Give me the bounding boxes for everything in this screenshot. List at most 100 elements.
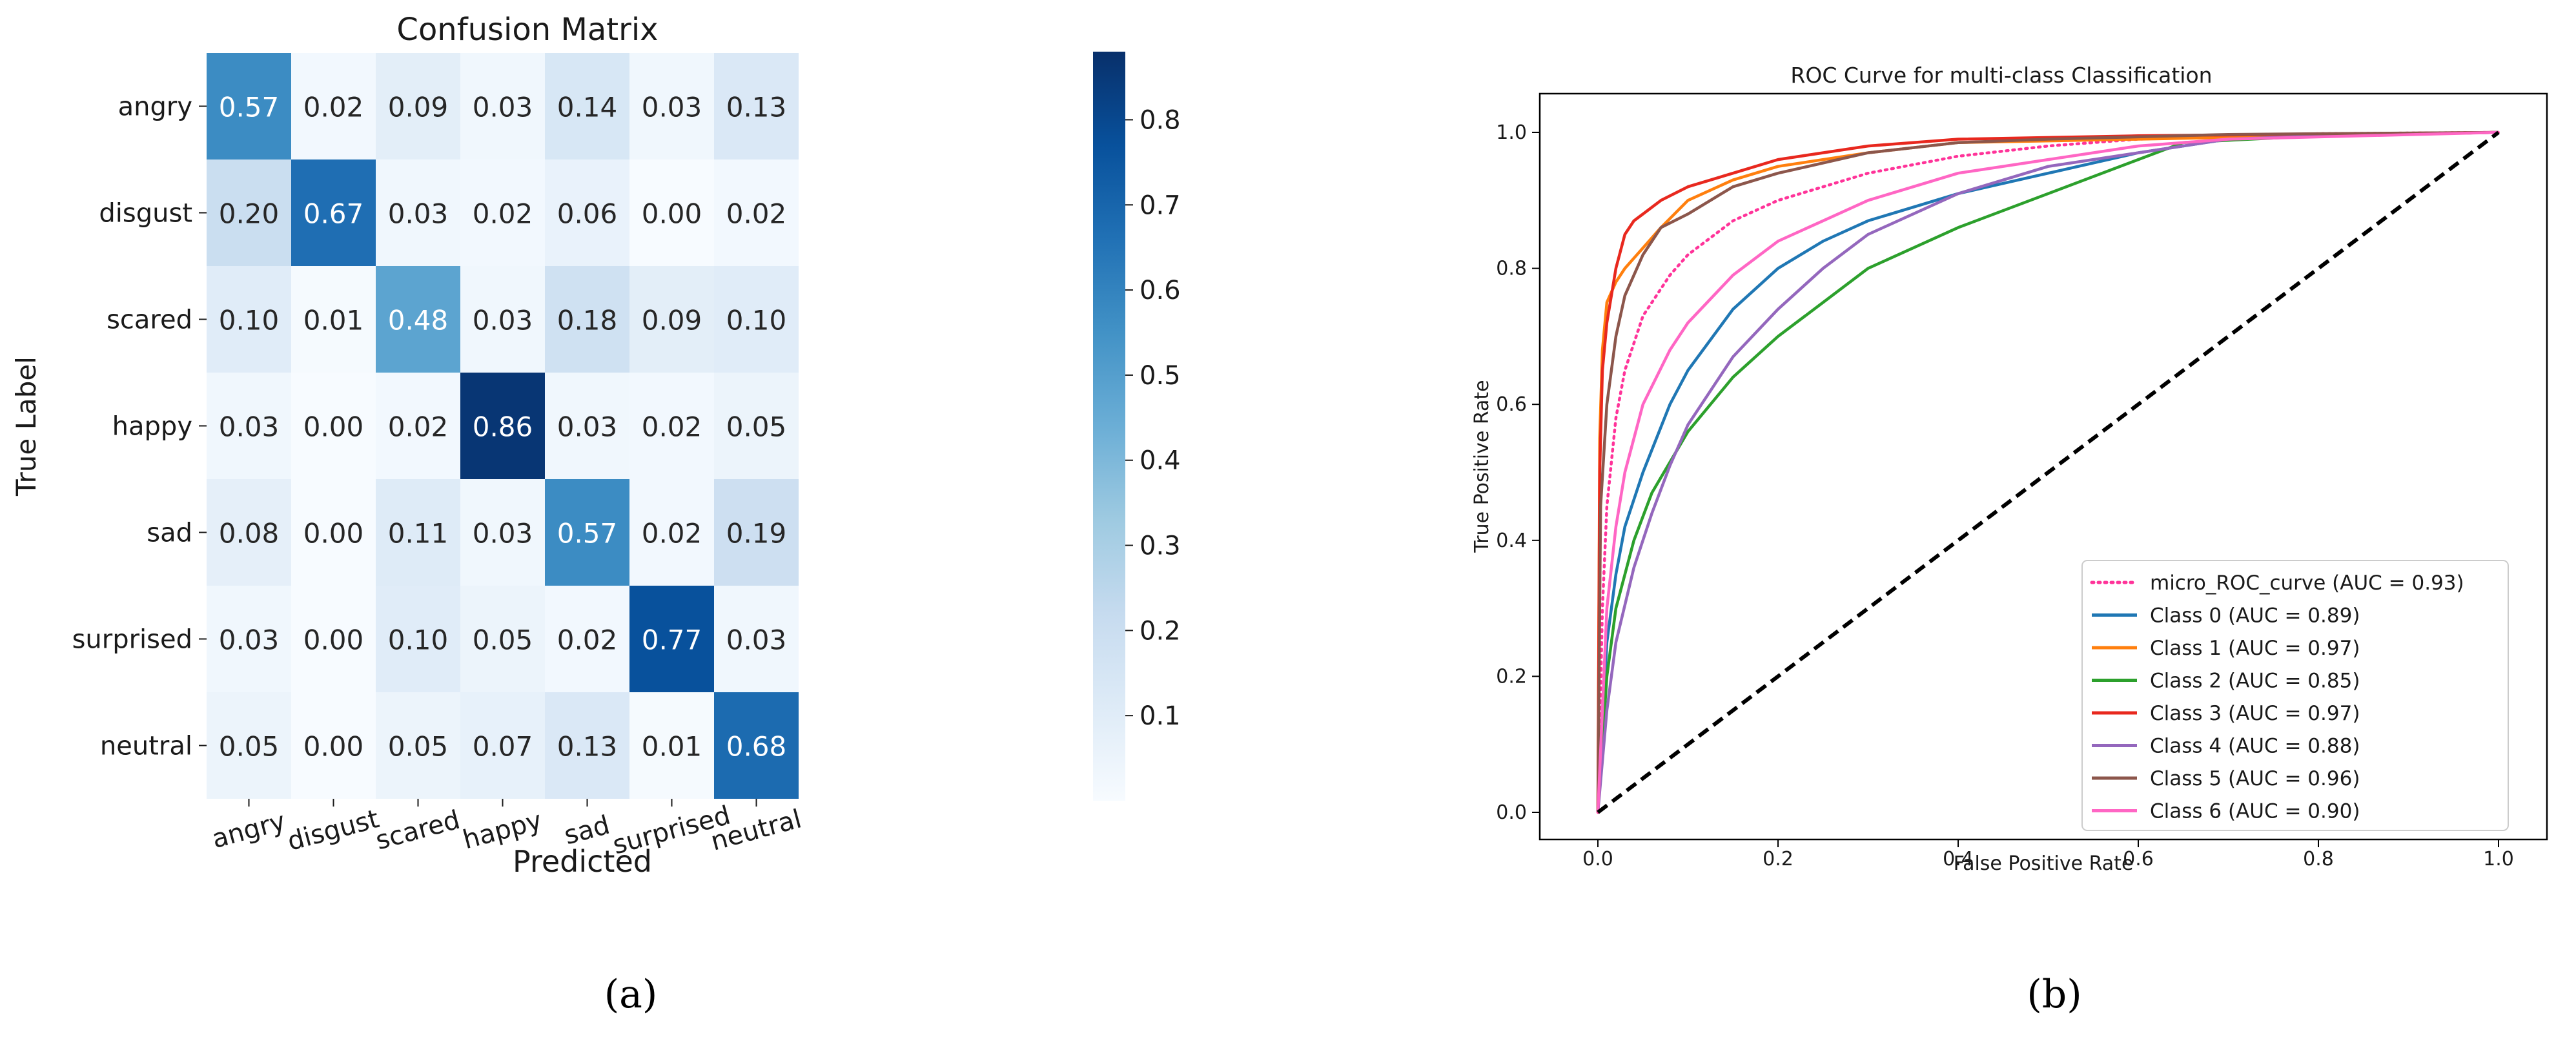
legend-entry: Class 1 (AUC = 0.97) [2150,637,2360,660]
legend-entry: Class 3 (AUC = 0.97) [2150,702,2360,725]
cm-cell [291,692,376,799]
cm-cell-value: 0.03 [473,305,533,336]
cm-cell [460,53,545,159]
colorbar-tick-label: 0.5 [1140,361,1181,391]
cm-cell [207,159,291,266]
cm-xlabel: Predicted [513,844,652,879]
cm-cell-value: 0.18 [557,305,618,336]
cm-cell [714,266,799,373]
cm-cell [207,586,291,692]
cm-cell [376,159,460,266]
roc-series-line [1596,130,2499,813]
cm-cell [460,692,545,799]
colorbar-tick-label: 0.6 [1140,276,1181,305]
cm-cell-value: 0.86 [473,411,533,443]
cm-cell-value: 0.07 [473,731,533,763]
cm-cell [376,479,460,586]
cm-cell [291,266,376,373]
roc-axes-frame [1538,92,2548,841]
cm-row-label: sad [147,519,192,548]
colorbar [1093,52,1125,801]
cm-cell-value: 0.10 [219,305,280,336]
cm-row-label: neutral [100,732,192,761]
cm-cell-value: 0.11 [388,518,449,550]
cm-cell [629,159,714,266]
cm-cell-value: 0.05 [473,624,533,656]
cm-cell-value: 0.02 [388,411,449,443]
cm-cells: 0.57 0.02 0.09 0.03 0.14 0.03 0.13 0.20 0.67 0.03… [207,53,799,799]
cm-col-label: angry [209,807,289,854]
colorbar-tick-label: 0.8 [1140,105,1181,135]
cm-cell [545,266,629,373]
cm-cell-value: 0.09 [642,305,702,336]
cm-cell [207,692,291,799]
cm-cell-value: 0.01 [303,305,364,336]
cm-ylabel: True Label [10,356,42,497]
cm-cell-value: 0.00 [303,731,364,763]
roc-ylabel: True Positive Rate [1471,380,1493,553]
cm-cell [460,479,545,586]
cm-cell-value: 0.03 [219,624,280,656]
cm-cell-value: 0.68 [726,731,787,763]
cm-cell [291,159,376,266]
cm-row-labels: angry disgust scared happy sad surprised neutr… [72,92,207,761]
caption-a: (a) [604,972,658,1017]
cm-cell [207,53,291,159]
cm-cell [460,266,545,373]
cm-cell [629,692,714,799]
cm-cell-value: 0.01 [642,731,702,763]
cm-cell-value: 0.02 [473,198,533,230]
cm-cell [291,53,376,159]
cm-cell-value: 0.05 [219,731,280,763]
cm-cell [629,479,714,586]
cm-cell [629,266,714,373]
roc-x-tick-label: 0.2 [1763,848,1794,870]
cm-cell [545,373,629,479]
roc-series-line [1596,130,2499,813]
roc-series-line [1597,130,2500,814]
cm-cell [714,692,799,799]
cm-cell [545,586,629,692]
roc-series-line [1596,130,2499,813]
cm-cell-value: 0.57 [557,518,618,550]
roc-series-line [1596,130,2499,813]
cm-row-label: angry [118,92,192,122]
confusion-matrix-panel: Confusion Matrix 0.57 0.02 0.09 0.03 0.14 0.0… [10,12,1181,1017]
roc-title: ROC Curve for multi-class Classification [1790,63,2212,88]
cm-cell-value: 0.05 [388,731,449,763]
roc-y-tick-label: 0.6 [1496,393,1527,416]
cm-col-label: disgust [284,804,382,857]
cm-cell-value: 0.10 [388,624,449,656]
cm-cell [460,586,545,692]
cm-cell-value: 0.00 [303,411,364,443]
cm-row-label: happy [112,412,192,442]
cm-cell-value: 0.03 [473,518,533,550]
legend-entry: micro_ROC_curve (AUC = 0.93) [2150,571,2464,595]
cm-row-label: surprised [72,625,192,655]
roc-series-line [1596,130,2499,813]
cm-cell-value: 0.03 [642,92,702,123]
roc-y-tick-label: 0.8 [1496,258,1527,280]
cm-cell-value: 0.03 [726,624,787,656]
legend-entry: Class 6 (AUC = 0.90) [2150,800,2360,823]
cm-cell [714,373,799,479]
cm-cell-value: 0.02 [557,624,618,656]
cm-cell-value: 0.02 [642,411,702,443]
colorbar-tick-label: 0.7 [1140,190,1181,220]
cm-cell-value: 0.67 [303,198,364,230]
caption-b: (b) [2027,972,2081,1017]
cm-cell [207,266,291,373]
legend-entry: Class 4 (AUC = 0.88) [2150,735,2360,758]
cm-cell-value: 0.14 [557,92,618,123]
cm-cell-value: 0.48 [388,305,449,336]
cm-cell [460,373,545,479]
roc-lines [1596,130,2500,814]
cm-cell [376,373,460,479]
cm-cell-value: 0.03 [473,92,533,123]
roc-xlabel: False Positive Rate [1954,852,2134,875]
cm-title: Confusion Matrix [396,12,658,48]
cm-cell-value: 0.00 [303,518,364,550]
cm-cell [207,479,291,586]
